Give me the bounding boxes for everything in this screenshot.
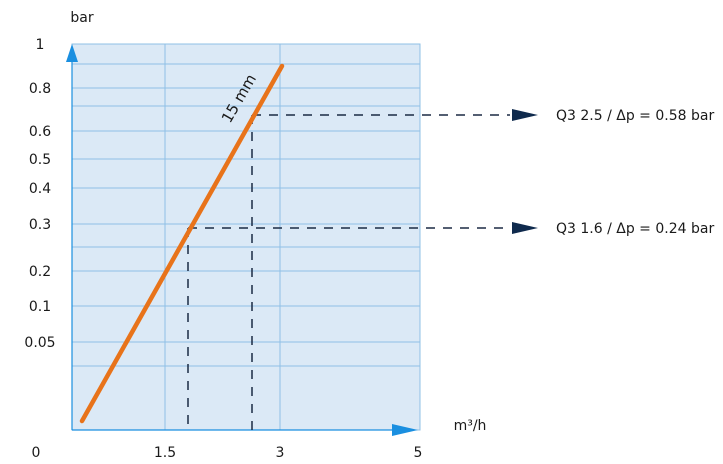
guide-arrow [512, 109, 538, 121]
x-tick-label: 1.5 [154, 445, 176, 461]
y-tick-label: 0.2 [29, 264, 51, 280]
x-tick-label: 3 [276, 445, 285, 461]
y-tick-label: 0.1 [29, 299, 51, 315]
y-tick-label: 0.6 [29, 124, 51, 140]
guide-arrow [512, 222, 538, 234]
annotation-label: Q3 2.5 / Δp = 0.58 bar [556, 108, 714, 124]
y-tick-label: 0.3 [29, 217, 51, 233]
x-tick-label: 0 [32, 445, 41, 461]
x-axis-label: m³/h [454, 418, 487, 434]
annotation-label: Q3 1.6 / Δp = 0.24 bar [556, 221, 714, 237]
y-tick-label: 0.5 [29, 152, 51, 168]
y-tick-label: 1 [36, 37, 45, 53]
series-line [79, 63, 285, 424]
y-axis-arrow [66, 44, 78, 62]
y-axis-label: bar [70, 10, 93, 26]
x-tick-label: 5 [414, 445, 423, 461]
x-axis-arrow [392, 424, 418, 436]
y-tick-label: 0.4 [29, 181, 51, 197]
y-tick-label: 0.8 [29, 81, 51, 97]
y-tick-label: 0.05 [24, 335, 55, 351]
